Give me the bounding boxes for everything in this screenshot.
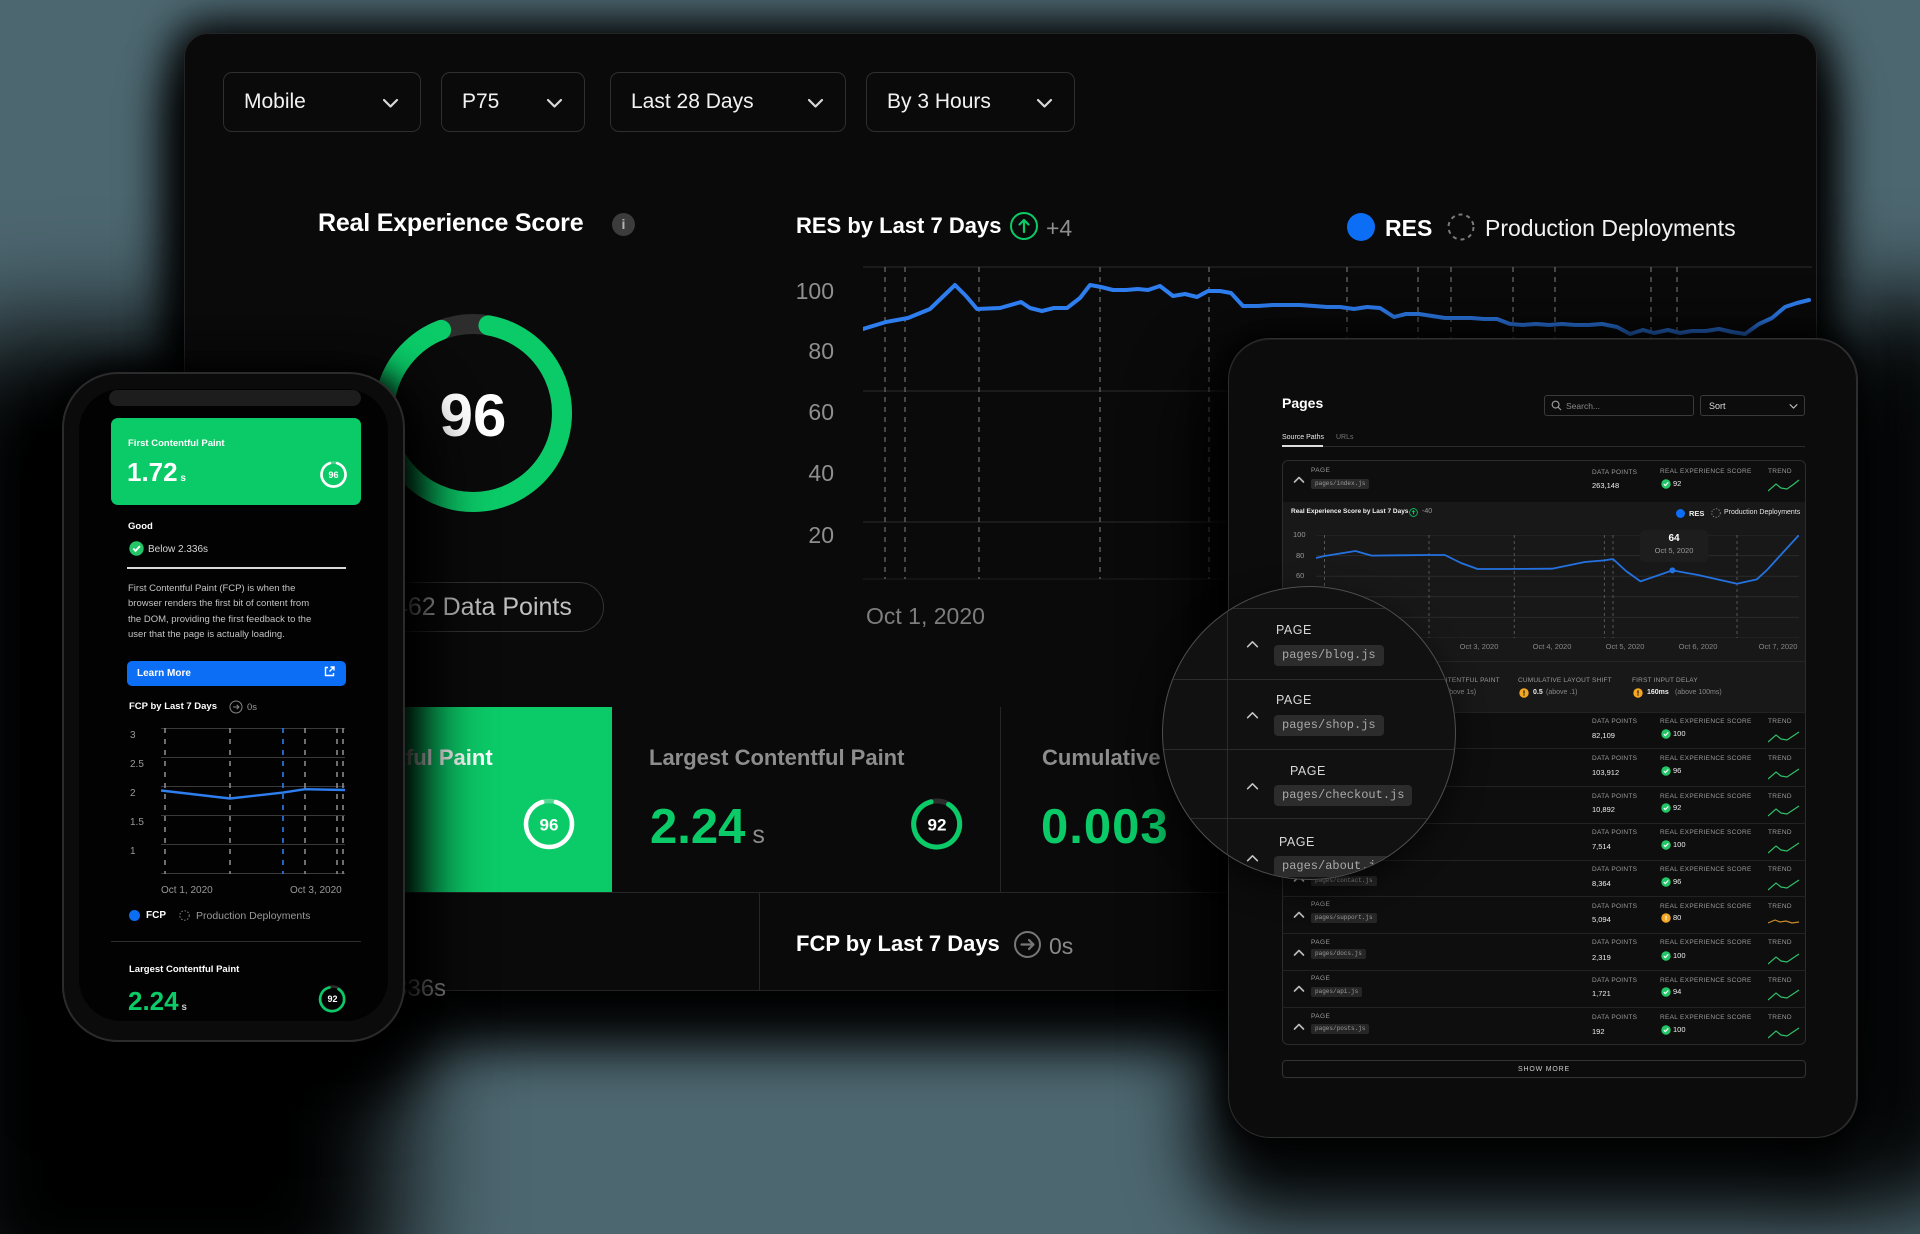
svg-text:92: 92 [928, 816, 947, 835]
svg-text:92: 92 [327, 994, 337, 1004]
svg-text:96: 96 [540, 816, 559, 835]
svg-text:96: 96 [440, 382, 507, 449]
svg-text:96: 96 [328, 470, 338, 480]
